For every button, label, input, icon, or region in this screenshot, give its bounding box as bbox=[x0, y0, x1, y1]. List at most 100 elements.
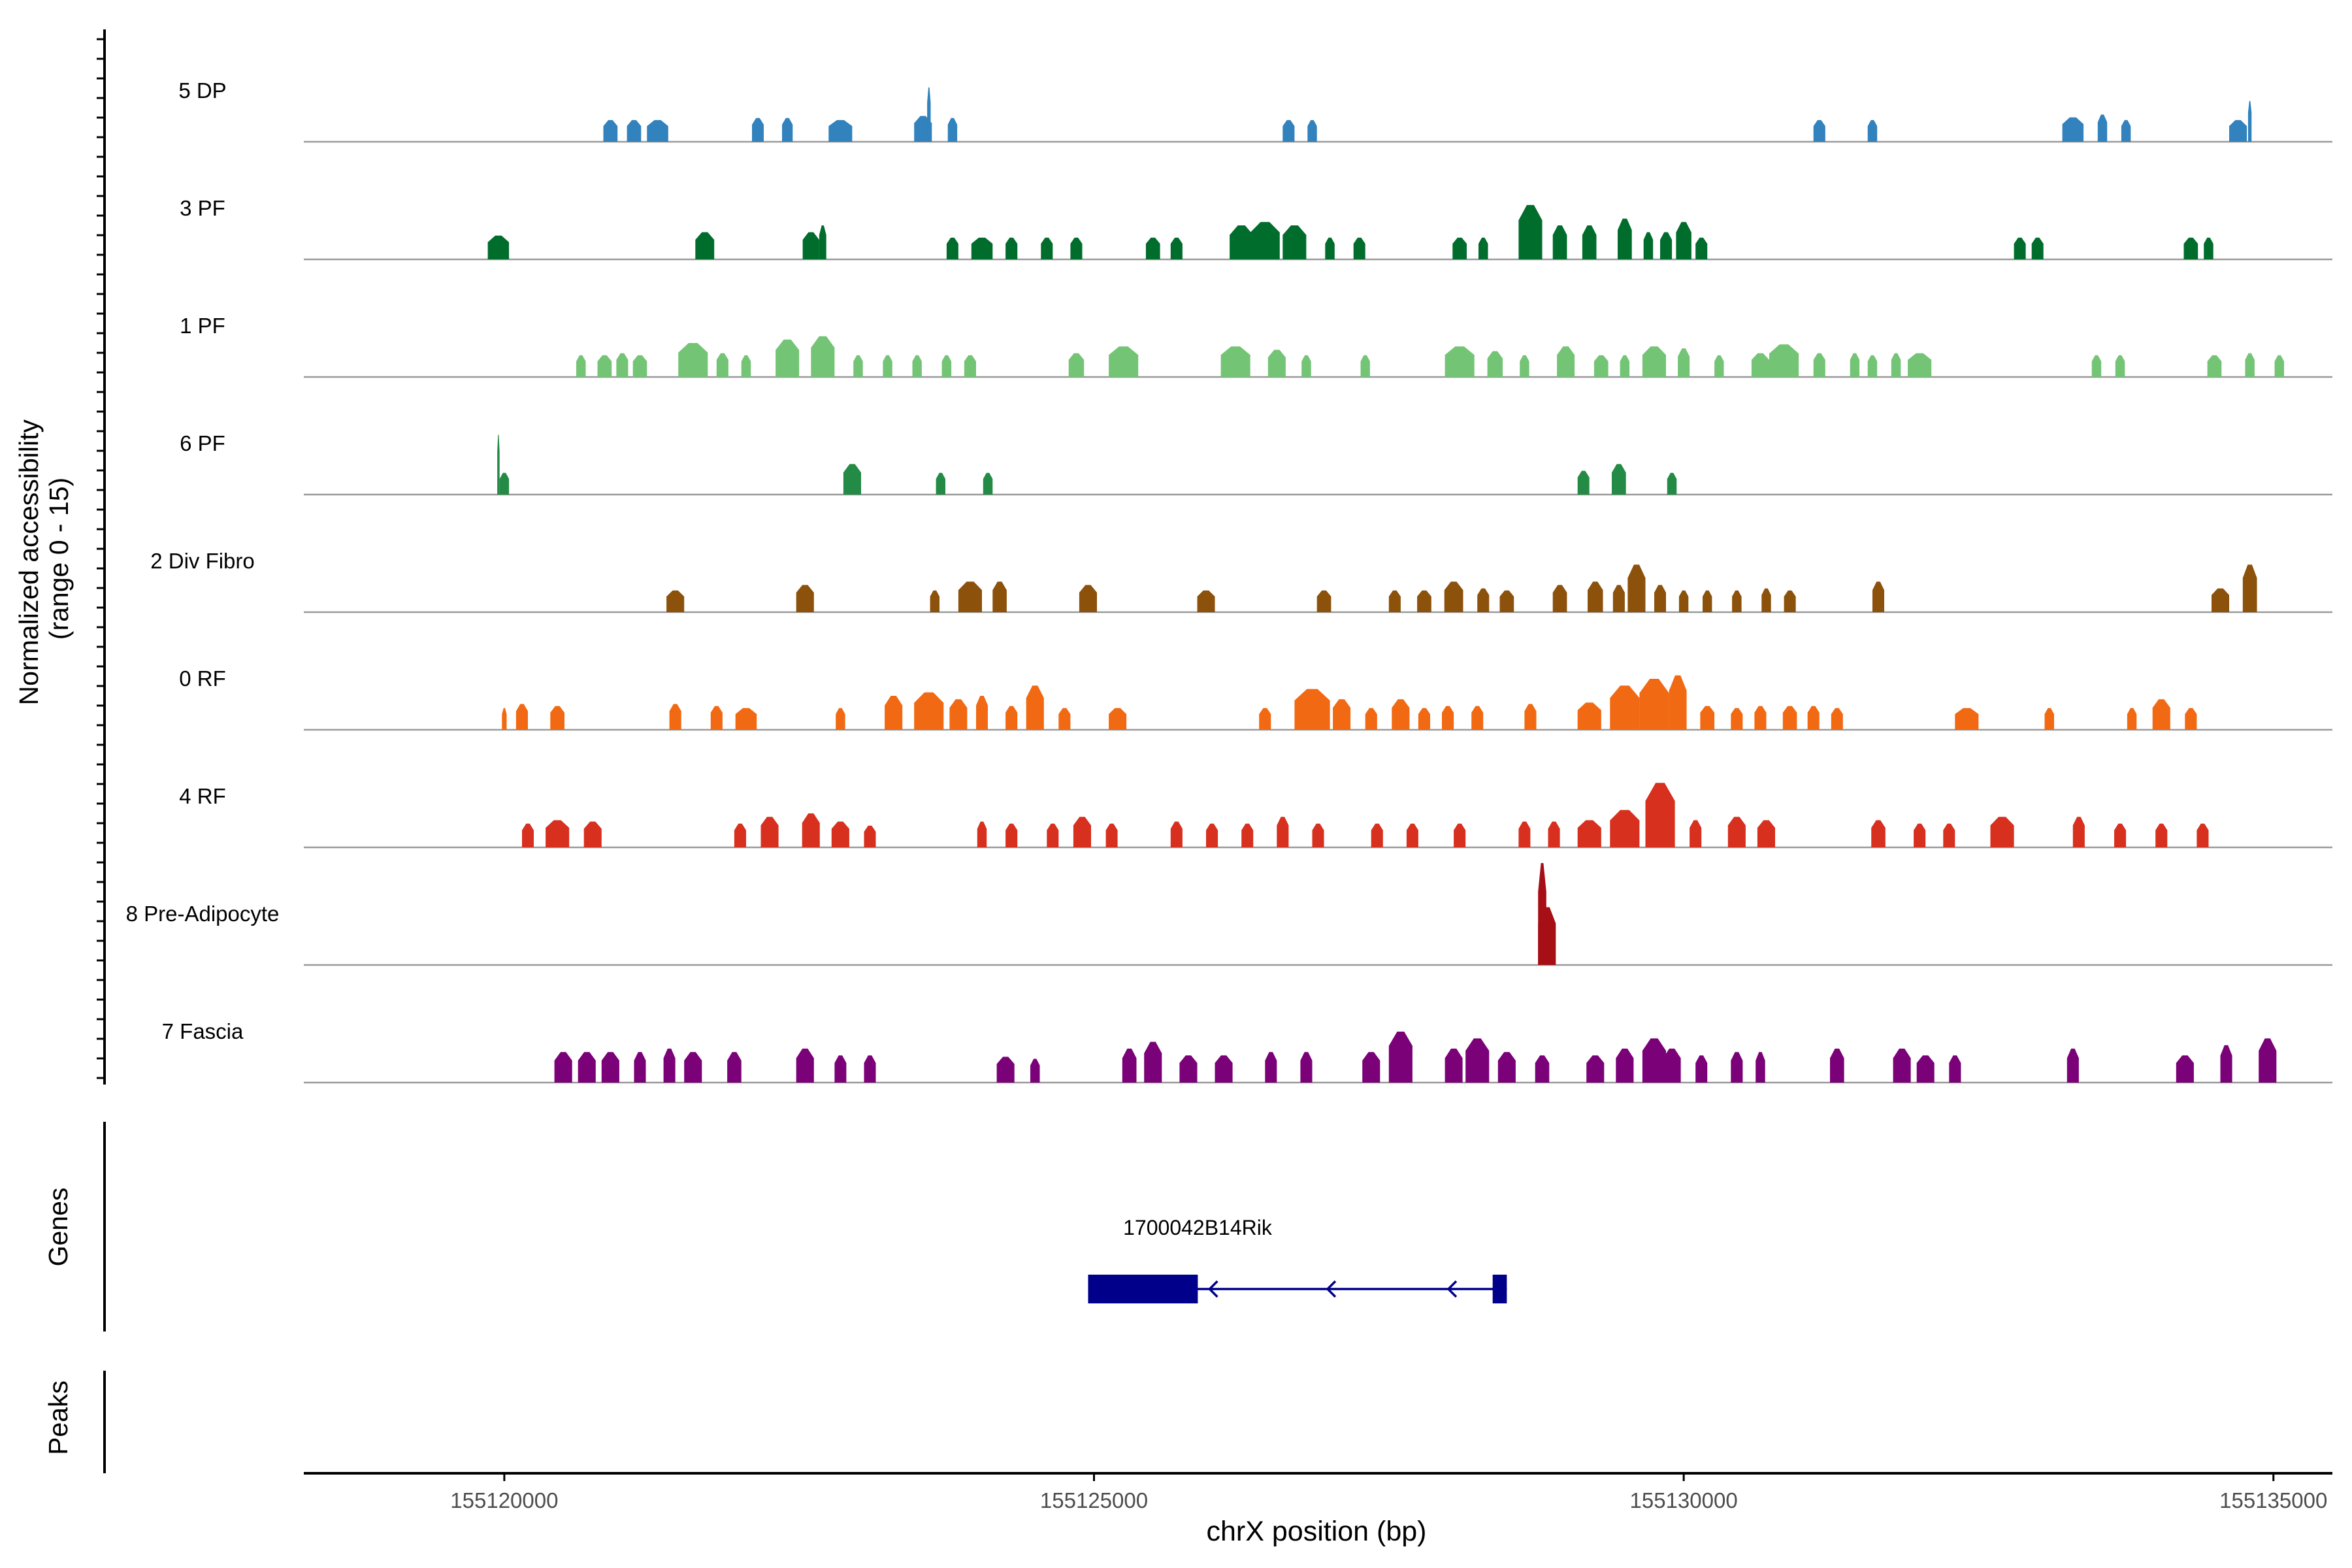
coverage-peak bbox=[502, 708, 507, 730]
y-axis-label-line1: Normalized accessibility bbox=[14, 419, 44, 705]
genes-axis-label: Genes bbox=[43, 1188, 73, 1267]
coverage-peak bbox=[1477, 588, 1490, 612]
coverage-peak bbox=[1831, 708, 1843, 730]
coverage-peak bbox=[760, 817, 779, 847]
track-label: 3 PF bbox=[180, 196, 225, 220]
coverage-peak bbox=[669, 704, 681, 730]
coverage-peak bbox=[1487, 351, 1503, 377]
coverage-peak bbox=[1267, 350, 1286, 377]
coverage-peak bbox=[1990, 817, 2014, 847]
coverage-peak bbox=[1643, 232, 1654, 259]
coverage-peak bbox=[828, 120, 853, 142]
coverage-peak bbox=[1757, 820, 1775, 847]
coverage-peak bbox=[930, 590, 939, 612]
coverage-peak bbox=[927, 87, 931, 142]
coverage-peak bbox=[1371, 823, 1383, 847]
coverage-peak bbox=[1079, 585, 1097, 612]
coverage-peak bbox=[1645, 783, 1675, 847]
coverage-peak bbox=[550, 706, 564, 730]
gene-exon bbox=[1088, 1275, 1198, 1303]
coverage-peak bbox=[936, 472, 945, 495]
coverage-peak bbox=[487, 235, 510, 259]
coverage-peak bbox=[1388, 590, 1401, 612]
coverage-peak bbox=[583, 821, 602, 847]
coverage-peak bbox=[1300, 1052, 1313, 1083]
coverage-peak bbox=[1452, 237, 1467, 259]
coverage-peak bbox=[1316, 590, 1331, 612]
coverage-peak bbox=[634, 1052, 646, 1083]
track-4-rf: 4 RF bbox=[179, 783, 2332, 849]
coverage-peak bbox=[632, 355, 647, 377]
coverage-peak bbox=[1813, 120, 1825, 142]
coverage-peak bbox=[2062, 117, 2084, 142]
coverage-peak bbox=[2197, 823, 2209, 847]
coverage-peak bbox=[1518, 204, 1543, 259]
coverage-peak bbox=[883, 355, 892, 377]
gene-model bbox=[1088, 1275, 1507, 1303]
coverage-peak bbox=[1294, 689, 1330, 730]
coverage-peak bbox=[1582, 225, 1597, 259]
coverage-peak bbox=[2066, 1049, 2079, 1083]
coverage-peak bbox=[1170, 821, 1183, 847]
coverage-peak bbox=[947, 118, 958, 142]
coverage-peak bbox=[1282, 120, 1295, 142]
strand-arrow bbox=[1446, 1280, 1458, 1298]
coverage-peak bbox=[1241, 823, 1254, 847]
coverage-peak bbox=[2014, 237, 2026, 259]
coverage-peak bbox=[1813, 353, 1825, 377]
coverage-peak bbox=[578, 1052, 596, 1083]
coverage-peak bbox=[1197, 590, 1215, 612]
coverage-peak bbox=[601, 1052, 619, 1083]
coverage-peak bbox=[836, 708, 845, 730]
coverage-peak bbox=[1353, 237, 1365, 259]
coverage-tracks: 5 DP 3 PF 1 PF 6 PF 2 Div Fibro 0 RF 4 RF 8 Pre… bbox=[126, 78, 2332, 1084]
track-label: 8 Pre-Adipocyte bbox=[126, 902, 280, 926]
coverage-peak bbox=[1654, 585, 1666, 612]
coverage-peak bbox=[831, 821, 849, 847]
coverage-peak bbox=[546, 820, 570, 847]
coverage-peak bbox=[796, 1049, 814, 1083]
coverage-peak bbox=[1610, 685, 1640, 730]
coverage-peak bbox=[864, 825, 876, 847]
coverage-peak bbox=[1627, 564, 1646, 612]
coverage-peak bbox=[1518, 821, 1531, 847]
coverage-peak bbox=[1732, 590, 1742, 612]
coverage-peak bbox=[663, 1049, 676, 1083]
coverage-peak bbox=[1751, 353, 1769, 377]
coverage-peak bbox=[647, 120, 668, 142]
coverage-peak bbox=[1250, 221, 1280, 259]
coverage-peak bbox=[1642, 1038, 1666, 1083]
x-axis-label: chrX position (bp) bbox=[1207, 1516, 1427, 1547]
coverage-peak bbox=[678, 343, 708, 377]
strand-arrow bbox=[1207, 1280, 1218, 1298]
coverage-peak bbox=[2259, 1038, 2277, 1083]
coverage-peak bbox=[1756, 1052, 1765, 1083]
gene-exon bbox=[1492, 1275, 1507, 1303]
coverage-peak bbox=[1179, 1055, 1198, 1083]
coverage-peak bbox=[1949, 1055, 1961, 1083]
x-axis: 155120000 155125000 155130000 155135000 bbox=[304, 1472, 2332, 1512]
peaks-axis-label: Peaks bbox=[43, 1380, 73, 1455]
coverage-peak bbox=[1577, 820, 1601, 847]
coverage-peak bbox=[983, 472, 993, 495]
track-label: 6 PF bbox=[180, 431, 225, 455]
strand-arrow bbox=[1326, 1280, 1337, 1298]
coverage-peak bbox=[499, 472, 510, 495]
coverage-peak bbox=[1005, 706, 1018, 730]
coverage-peak bbox=[1871, 820, 1886, 847]
coverage-peak bbox=[2031, 237, 2044, 259]
track-2-div-fibro: 2 Div Fibro bbox=[150, 549, 2332, 613]
gene-name-label: 1700042B14Rik bbox=[1123, 1216, 1273, 1239]
coverage-peak bbox=[1678, 590, 1689, 612]
coverage-peak bbox=[1145, 237, 1160, 259]
coverage-peak bbox=[666, 590, 685, 612]
coverage-peak bbox=[1660, 232, 1673, 259]
coverage-peak bbox=[710, 706, 723, 730]
coverage-peak bbox=[2207, 355, 2222, 377]
coverage-peak bbox=[996, 1056, 1015, 1083]
coverage-peak bbox=[727, 1052, 742, 1083]
coverage-peak bbox=[1478, 237, 1488, 259]
coverage-peak bbox=[2152, 699, 2170, 730]
coverage-peak bbox=[853, 355, 863, 377]
